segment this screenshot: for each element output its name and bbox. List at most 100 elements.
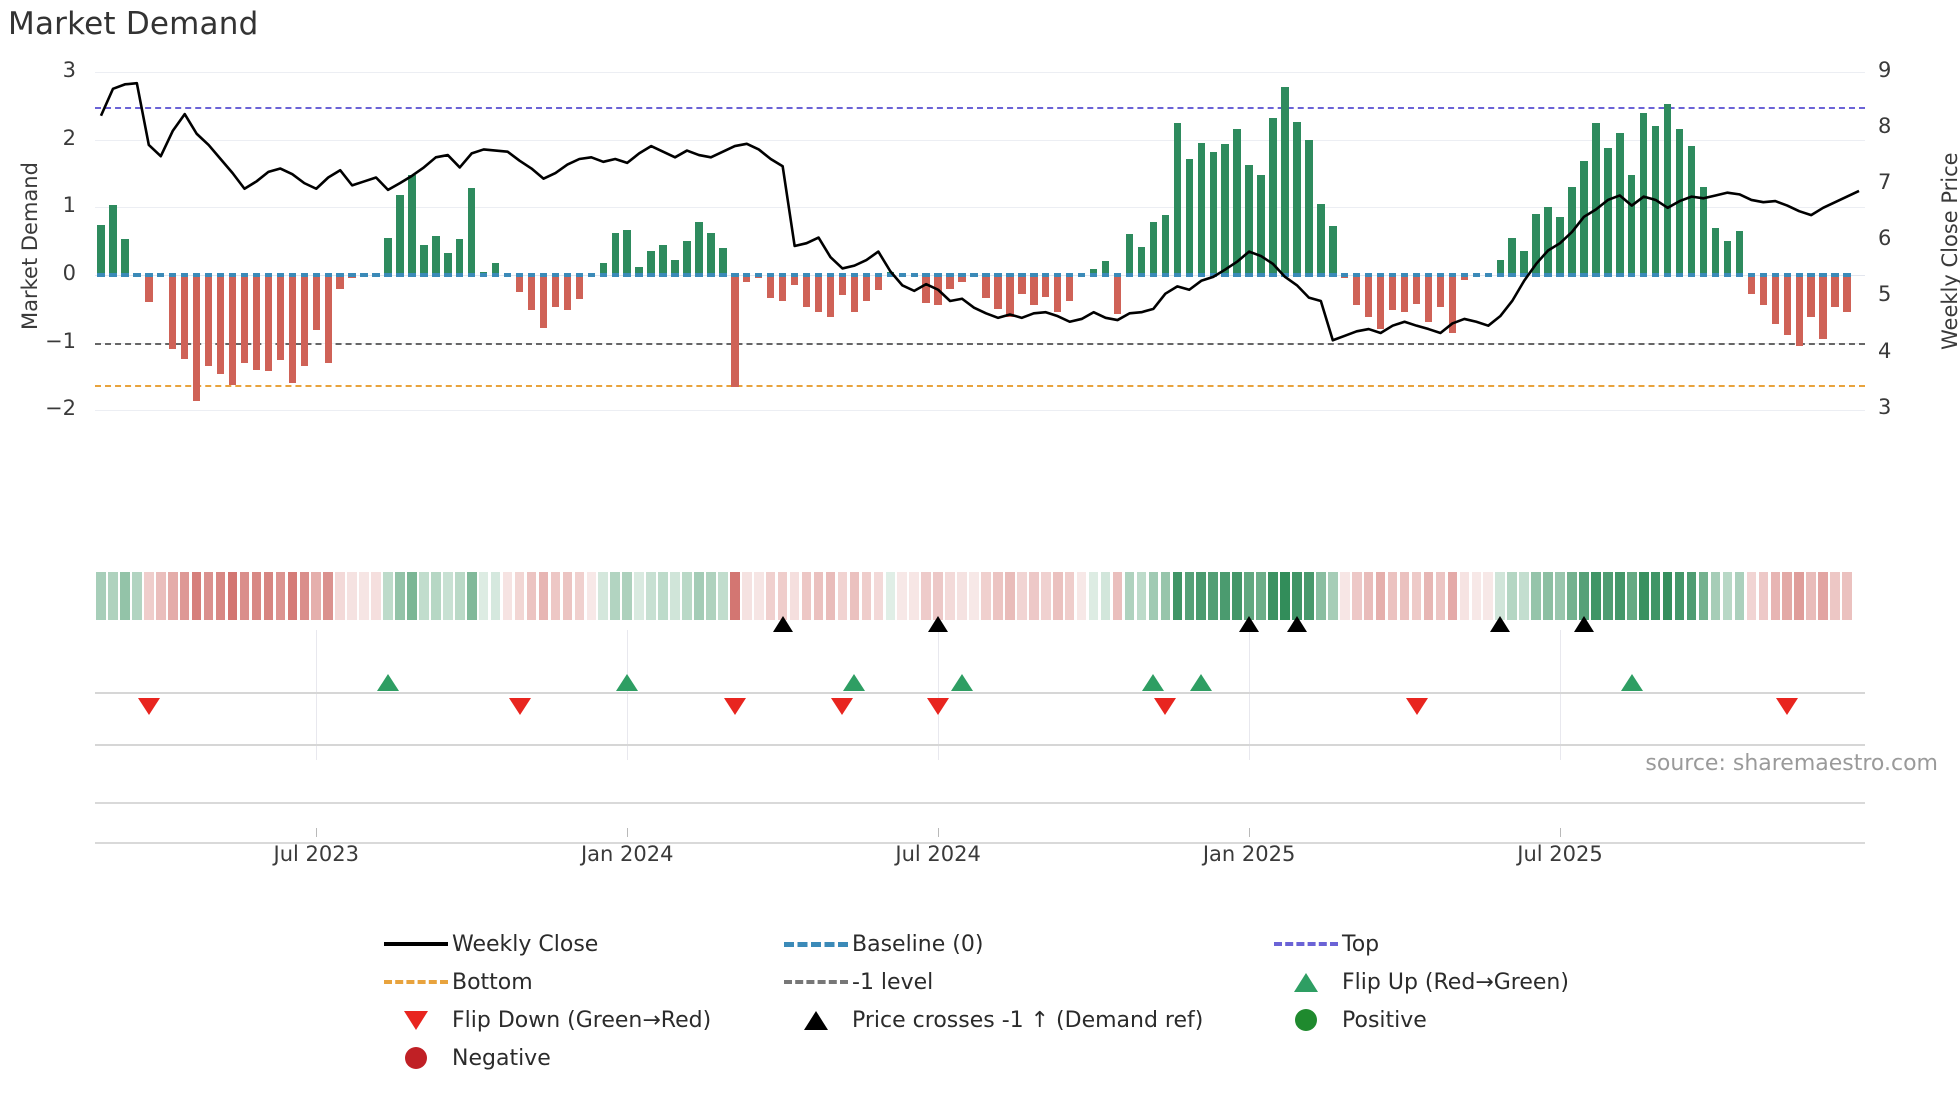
legend-item[interactable]: Negative: [380, 1039, 780, 1077]
baseline-cap: [1209, 272, 1217, 277]
baseline-cap: [767, 272, 775, 277]
weekly-close-line: [99, 81, 1860, 342]
heat-cell: [1674, 572, 1685, 620]
heat-cell: [144, 572, 154, 620]
heat-cell: [1411, 572, 1422, 620]
legend-item[interactable]: Weekly Close: [380, 925, 780, 963]
baseline-cap: [133, 272, 141, 277]
demand-bar: [695, 222, 703, 275]
demand-bar: [384, 237, 392, 275]
price-cross-up-marker: [1239, 616, 1260, 632]
baseline-cap: [922, 272, 930, 277]
heat-cell: [407, 572, 417, 620]
baseline-cap: [1269, 272, 1277, 277]
baseline-cap: [145, 272, 153, 277]
baseline-cap: [1484, 272, 1492, 277]
x-tick-label: Jan 2025: [1202, 842, 1296, 866]
demand-bar: [169, 274, 177, 350]
heat-cell: [454, 572, 465, 620]
heat-cell: [1423, 572, 1434, 620]
heat-cell: [1435, 572, 1446, 620]
legend-item[interactable]: Top: [1270, 925, 1640, 963]
flip-down-marker: [137, 698, 160, 715]
heat-cell: [1842, 572, 1852, 620]
x-axis: Jul 2023 Jan 2024 Jul 2024 Jan 2025 Jul 2025: [95, 828, 1865, 874]
vertical-gridline: [938, 630, 940, 760]
demand-bar: [1269, 118, 1277, 275]
demand-bar: [1125, 234, 1134, 275]
baseline-cap: [1341, 272, 1349, 277]
heat-cell: [1830, 572, 1840, 620]
baseline-cap: [1807, 272, 1815, 277]
heat-cell: [1351, 572, 1362, 620]
legend-item[interactable]: Flip Down (Green→Red): [380, 1001, 780, 1039]
baseline-cap: [420, 272, 428, 277]
legend-item[interactable]: Flip Up (Red→Green): [1270, 963, 1640, 1001]
baseline-cap: [599, 272, 607, 277]
vertical-gridline: [1560, 630, 1562, 760]
heat-cell: [789, 572, 800, 620]
heat-cell: [801, 572, 812, 620]
heat-cell: [873, 572, 884, 620]
heat-cell: [1555, 572, 1565, 620]
legend-item[interactable]: Bottom: [380, 963, 780, 1001]
baseline-cap: [1221, 272, 1229, 277]
baseline-cap: [1843, 272, 1851, 277]
legend-item[interactable]: Baseline (0): [780, 925, 1270, 963]
baseline-cap: [1532, 272, 1540, 277]
demand-bar: [216, 274, 225, 374]
baseline-cap: [1496, 272, 1504, 277]
heat-cell: [538, 572, 549, 620]
heat-cell: [1387, 572, 1398, 620]
demand-bar: [276, 274, 285, 360]
heat-cell: [993, 572, 1003, 620]
heat-cell: [706, 572, 716, 620]
legend-label: Weekly Close: [452, 931, 599, 957]
heat-cell: [933, 572, 943, 620]
baseline-cap: [288, 272, 297, 277]
heat-cell: [1017, 572, 1027, 620]
baseline-cap: [372, 272, 380, 277]
baseline-cap: [743, 272, 751, 277]
heat-cell: [1710, 572, 1721, 620]
heat-cell: [825, 572, 836, 620]
baseline-cap: [109, 272, 117, 277]
demand-bar: [611, 233, 619, 275]
demand-bar: [1747, 274, 1756, 294]
heat-cell: [155, 572, 166, 620]
dot-red-icon: [380, 1047, 452, 1069]
heat-cell: [1603, 572, 1613, 620]
baseline-cap: [814, 272, 823, 277]
heat-cell: [586, 572, 597, 620]
legend-item[interactable]: -1 level: [780, 963, 1270, 1001]
gridline--2: [95, 410, 1865, 412]
heat-cell: [694, 572, 704, 620]
baseline-cap: [1699, 272, 1708, 277]
baseline-cap: [1185, 272, 1193, 277]
demand-bar: [1209, 151, 1217, 275]
baseline-cap: [611, 272, 619, 277]
heat-cell: [1543, 572, 1553, 620]
baseline-cap: [731, 272, 739, 277]
demand-bar: [1400, 274, 1409, 313]
heat-cell: [395, 572, 405, 620]
legend-label: Top: [1342, 931, 1380, 957]
heat-cell: [945, 572, 955, 620]
flip-row-rule: [95, 692, 1865, 694]
heat-cell: [323, 572, 333, 620]
heat-cell: [897, 572, 908, 620]
demand-bar: [731, 274, 739, 388]
heat-cell: [1818, 572, 1828, 620]
demand-bar: [994, 274, 1002, 309]
baseline-cap: [180, 272, 189, 277]
heat-cell: [1579, 572, 1589, 620]
heat-cell: [1806, 572, 1816, 620]
heat-cell: [203, 572, 214, 620]
baseline-cap: [1795, 272, 1803, 277]
baseline-cap: [1149, 272, 1158, 277]
demand-bar: [1257, 174, 1265, 275]
demand-bar: [264, 274, 273, 372]
legend-item[interactable]: Price crosses -1 ↑ (Demand ref): [780, 1001, 1270, 1039]
legend-item[interactable]: Positive: [1270, 1001, 1640, 1039]
baseline-cap: [491, 272, 500, 277]
